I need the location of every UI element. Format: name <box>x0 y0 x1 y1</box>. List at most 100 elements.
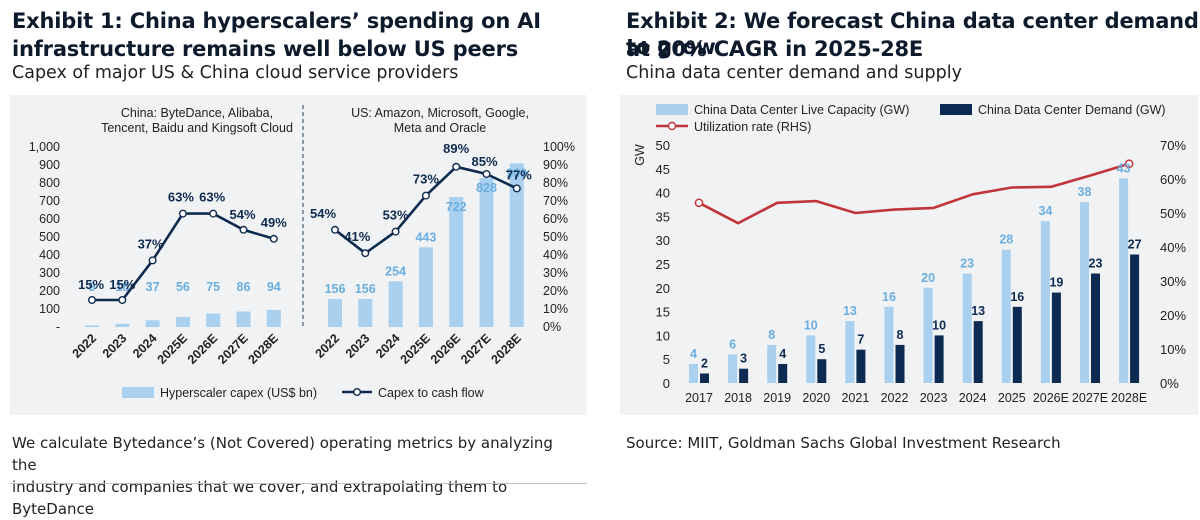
exhibit-2-subtitle: China data center demand and supply <box>626 63 962 83</box>
ratio-data-label: 15% <box>109 277 135 292</box>
legend-ratio-marker <box>353 388 362 397</box>
exhibit-1-title-line1: Exhibit 1: China hyperscalers’ spending … <box>12 9 541 33</box>
ratio-point <box>482 169 491 178</box>
exhibit-1-panel: Exhibit 1: China hyperscalers’ spending … <box>0 0 590 518</box>
exhibit-1-note-line1: We calculate Bytedance’s (Not Covered) o… <box>12 434 553 474</box>
demand-bar <box>1130 254 1140 383</box>
ratio-data-label: 54% <box>310 206 336 221</box>
ratio-point <box>361 249 370 258</box>
left-axis-tick: 5 <box>663 352 670 367</box>
right-axis-tick: 0% <box>543 320 561 334</box>
capacity-data-label: 34 <box>1038 204 1052 218</box>
capex-bar <box>479 177 494 327</box>
capex-bar <box>85 325 99 327</box>
left-axis-tick: 30 <box>656 233 670 248</box>
ratio-data-label: 53% <box>383 208 409 223</box>
capex-data-label: 156 <box>325 282 346 296</box>
capex-data-label: 9 <box>89 280 96 294</box>
category-label: 2024 <box>959 391 987 405</box>
right-axis-tick: 20% <box>1160 308 1186 323</box>
demand-data-label: 23 <box>1089 257 1103 271</box>
category-label: 2027E <box>1072 391 1108 405</box>
right-axis-tick: 20% <box>543 284 568 298</box>
exhibit-1-chart: - 100 200 300 400 500 600 700 800 900 1,000 0% 10% 20… <box>29 105 575 400</box>
capex-data-label: 443 <box>415 230 436 244</box>
demand-data-label: 5 <box>818 342 825 356</box>
capex-data-label: 828 <box>476 181 497 195</box>
ratio-point <box>269 234 278 243</box>
capex-bar <box>145 320 160 327</box>
capacity-data-label: 6 <box>729 337 736 351</box>
left-axis-tick: 25 <box>656 257 670 272</box>
demand-data-label: 7 <box>857 333 864 347</box>
capex-bar <box>266 310 281 327</box>
ratio-data-label: 63% <box>168 190 194 205</box>
right-axis-tick: 10% <box>1160 342 1186 357</box>
category-label: 2027E <box>458 331 493 366</box>
category-label: 2028E <box>1111 391 1147 405</box>
left-axis-tick: 400 <box>39 248 60 262</box>
left-axis-tick: 1,000 <box>29 140 60 154</box>
exhibit-1-chart-area: - 100 200 300 400 500 600 700 800 900 1,000 0% 10% 20… <box>10 95 587 415</box>
ratio-point <box>209 209 218 218</box>
right-axis-tick: 40% <box>1160 240 1186 255</box>
ratio-data-label: 63% <box>199 190 225 205</box>
capacity-bar <box>1001 249 1011 383</box>
right-axis-tick: 90% <box>543 158 568 172</box>
exhibit-2-chart: China Data Center Live Capacity (GW) Chin… <box>633 103 1186 405</box>
right-axis-tick: 80% <box>543 176 568 190</box>
category-label: 2028E <box>488 331 523 366</box>
left-axis-tick: 800 <box>39 176 60 190</box>
ratio-data-label: 37% <box>138 236 164 251</box>
exhibit-1-note: We calculate Bytedance’s (Not Covered) o… <box>12 432 582 520</box>
legend-capacity-swatch <box>656 104 688 115</box>
category-label: 2017 <box>685 391 713 405</box>
left-axis-tick: 300 <box>39 266 60 280</box>
legend-demand-label: China Data Center Demand (GW) <box>978 103 1166 117</box>
ratio-point <box>391 227 400 236</box>
capacity-bar <box>1119 178 1129 383</box>
capacity-data-label: 28 <box>999 233 1013 247</box>
capacity-data-label: 16 <box>882 290 896 304</box>
capex-bar <box>509 163 524 327</box>
category-label: 2028E <box>245 331 280 366</box>
right-axis-tick: 60% <box>1160 172 1186 187</box>
right-axis-tick: 70% <box>543 194 568 208</box>
left-axis-tick: 500 <box>39 230 60 244</box>
category-label: 2025E <box>398 331 433 366</box>
category-label: 2023 <box>343 331 373 361</box>
category-label: 2022 <box>313 331 343 361</box>
exhibit-2-chart-area: China Data Center Live Capacity (GW) Chin… <box>620 95 1198 415</box>
bottom-divider <box>10 483 587 484</box>
ratio-point <box>512 184 521 193</box>
demand-bar <box>778 363 788 383</box>
capex-data-label: 37 <box>146 280 160 294</box>
capacity-data-label: 20 <box>921 271 935 285</box>
capex-bar <box>236 311 251 327</box>
demand-data-label: 19 <box>1049 276 1063 290</box>
ratio-point <box>118 295 127 304</box>
capacity-bar <box>1040 221 1050 383</box>
exhibit-1-subtitle: Capex of major US & China cloud service … <box>12 63 459 83</box>
capex-data-label: 56 <box>176 280 190 294</box>
capacity-bar <box>806 335 816 383</box>
ratio-point <box>452 162 461 171</box>
demand-data-label: 10 <box>932 318 946 332</box>
ratio-point <box>148 256 157 265</box>
left-axis-tick: 40 <box>656 186 670 201</box>
ratio-data-label: 41% <box>344 229 370 244</box>
left-axis-tick: 700 <box>39 194 60 208</box>
category-label: 2023 <box>920 391 948 405</box>
capacity-bar <box>845 321 855 383</box>
demand-bar <box>739 368 749 383</box>
capacity-bar <box>962 273 972 383</box>
exhibit-2-panel: Exhibit 2: We forecast China data center… <box>618 0 1200 488</box>
capacity-data-label: 10 <box>804 318 818 332</box>
capex-data-label: 94 <box>267 280 281 294</box>
legend-capacity-label: China Data Center Live Capacity (GW) <box>694 103 909 117</box>
category-label: 2026E <box>185 331 220 366</box>
right-axis-tick: 50% <box>543 230 568 244</box>
category-label: 2022 <box>70 331 100 361</box>
left-axis-tick: 900 <box>39 158 60 172</box>
category-label: 2019 <box>763 391 791 405</box>
